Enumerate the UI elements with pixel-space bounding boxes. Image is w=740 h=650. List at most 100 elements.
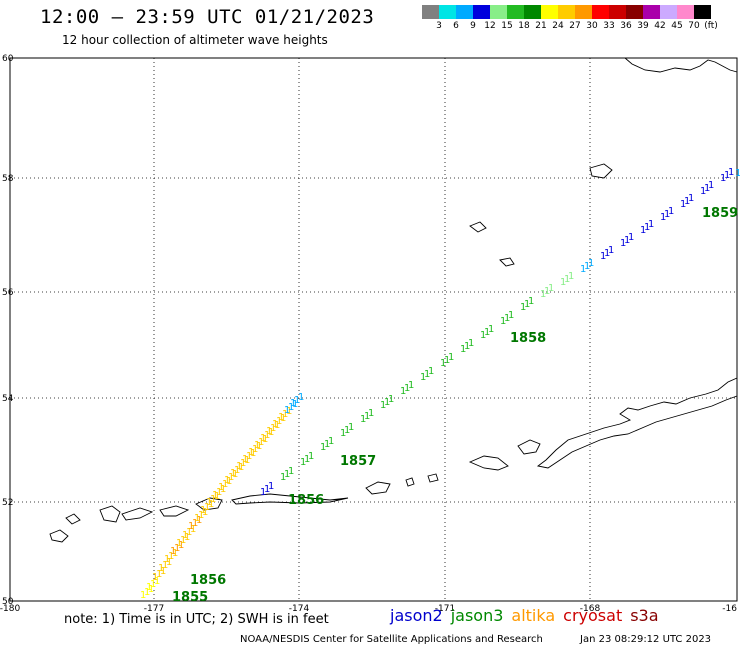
wave-height-marker: 1 [644,222,650,233]
longitude-label: -171 [435,604,455,614]
wave-height-marker: 1 [184,532,190,543]
wave-height-marker: 1 [262,434,268,445]
map-subtitle: 12 hour collection of altimeter wave hei… [62,33,328,47]
wave-height-marker: 1 [214,491,220,502]
latitude-labels: 60 58 56 54 52 50 [2,54,14,607]
longitude-label: -177 [144,604,164,614]
wave-height-marker: 1 [468,338,474,349]
wave-height-marker: 1 [724,170,730,181]
coast-island-adak [195,497,223,511]
wave-height-marker: 1 [664,209,670,220]
coast-aleutian-chain [231,493,349,505]
wave-height-marker: 1 [440,358,446,369]
wave-height-marker: 1 [164,554,170,565]
wave-height-marker: 1 [148,584,154,595]
map-title: 12:00 — 23:59 UTC 01/21/2023 [40,6,375,28]
wave-height-marker: 1 [172,548,178,559]
color-swatch [660,5,677,19]
color-scale-label: 33 [603,21,615,31]
wave-height-marker: 1 [608,245,614,256]
coast-mainland-north [624,57,738,73]
wave-height-marker: 1 [484,327,490,338]
coastlines [49,57,738,543]
color-scale-label: 12 [484,21,496,31]
wave-height-marker: 1 [174,543,180,554]
coast-island-stpaul [469,221,487,233]
wave-height-marker: 1 [188,521,194,532]
graticule [10,58,737,601]
wave-height-marker: 1 [668,206,674,217]
wave-height-marker: 1 [408,380,414,391]
wave-height-marker: 1 [660,212,666,223]
legend-item-cryosat: cryosat [563,606,623,625]
color-scale-label: 9 [470,21,476,31]
wave-height-marker: 1 [208,499,214,510]
wave-height-marker: 1 [200,505,206,516]
track-time-label: 1856 [190,573,226,588]
wave-height-marker: 1 [620,238,626,249]
wave-height-marker: 1 [388,394,394,405]
coast-island-tanaga [159,505,190,517]
wave-height-marker: 1 [146,582,152,593]
wave-height-marker: 1 [488,324,494,335]
wave-height-marker: 1 [308,451,314,462]
wave-height-marker: 1 [560,277,566,288]
wave-height-marker: 1 [234,465,240,476]
wave-height-marker: 1 [196,515,202,526]
wave-height-marker: 1 [268,481,274,492]
color-swatch [694,5,711,19]
wave-height-marker: 1 [444,355,450,366]
wave-height-marker: 1 [720,173,726,184]
coast-island-amchitka [121,507,154,521]
wave-height-marker: 1 [464,341,470,352]
wave-height-marker: 1 [400,386,406,397]
color-swatch [575,5,592,19]
generation-timestamp: Jan 23 08:29:12 UTC 2023 [580,634,712,645]
color-scale-label: 30 [586,21,598,31]
wave-height-marker: 1 [282,409,288,420]
latitude-label: 60 [2,54,14,64]
wave-height-marker: 1 [280,413,286,424]
credit-line: NOAA/NESDIS Center for Satellite Applica… [240,634,543,645]
wave-height-marker: 1 [600,251,606,262]
wave-height-marker: 1 [278,412,284,423]
wave-height-marker: 1 [178,540,184,551]
wave-height-marker: 1 [320,442,326,453]
wave-height-marker: 1 [648,219,654,230]
track-time-label: 1859 [702,206,738,221]
wave-height-marker: 1 [198,510,204,521]
wave-height-marker: 1 [448,352,454,363]
latitude-label: 52 [2,498,13,508]
wave-height-marker: 1 [700,186,706,197]
wave-height-marker: 1 [504,313,510,324]
wave-height-marker: 1 [264,484,270,495]
wave-height-marker: 1 [242,454,248,465]
wave-height-marker: 1 [604,248,610,259]
track-time-labels: 1855 1856 1856 1857 1858 1859 [172,206,738,605]
color-scale-bar [422,5,711,19]
color-scale-label: 36 [620,21,632,31]
wave-height-marker: 1 [624,235,630,246]
wave-height-marker: 1 [210,494,216,505]
legend-item-altika: altika [511,606,556,625]
wave-height-marker: 1 [680,199,686,210]
wave-height-marker: 1 [190,524,196,535]
color-scale-label: 42 [654,21,666,31]
wave-height-marker: 1 [284,405,290,416]
coast-island-unalaska [468,455,509,471]
wave-height-marker: 1 [580,264,586,275]
wave-height-marker: 1 [688,193,694,204]
wave-height-marker: 1 [258,437,264,448]
wave-height-marker: 1 [168,551,174,562]
color-scale-label: 24 [552,21,564,31]
color-swatch [677,5,694,19]
footnote: note: 1) Time is in UTC; 2) SWH is in fe… [64,612,329,627]
color-scale-label: 3 [436,21,442,31]
wave-height-marker: 1 [212,490,218,501]
wave-height-marker: 1 [244,455,250,466]
wave-height-marker: 1 [368,408,374,419]
wave-height-marker: 1 [154,576,160,587]
coast-island-umnak [365,481,391,495]
color-swatch [507,5,524,19]
wave-height-marker: 1 [704,183,710,194]
